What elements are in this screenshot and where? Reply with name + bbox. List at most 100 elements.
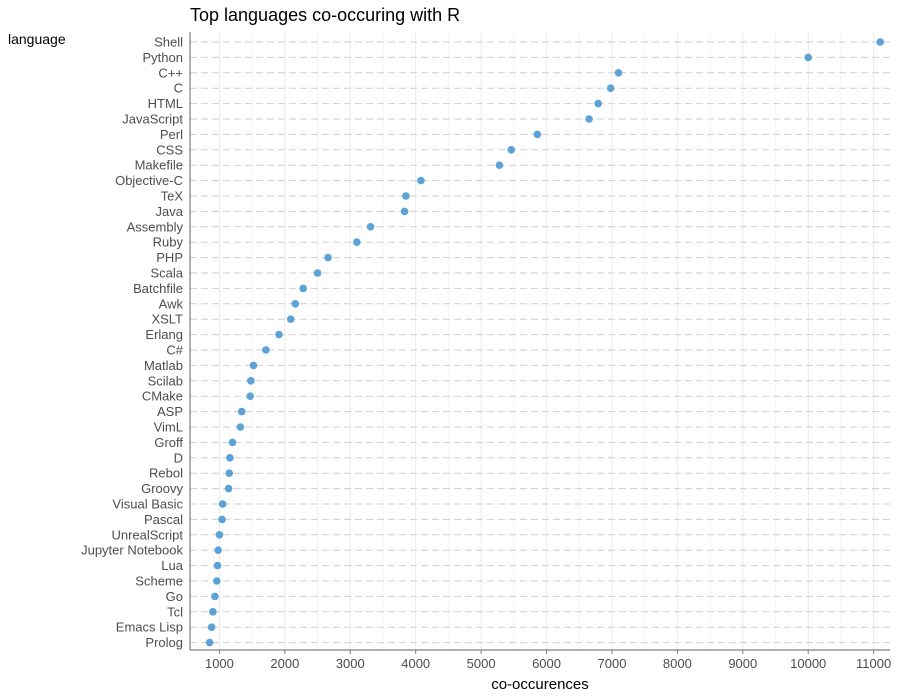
y-tick-label: Visual Basic bbox=[112, 497, 183, 512]
data-point bbox=[286, 315, 295, 324]
y-tick-label: C# bbox=[166, 343, 183, 358]
x-tick-label: 2000 bbox=[270, 656, 299, 671]
y-tick-label: Lua bbox=[161, 558, 183, 573]
x-tick-label: 11000 bbox=[856, 656, 891, 671]
y-tick-label: Rebol bbox=[149, 466, 183, 481]
x-tick-label: 3000 bbox=[336, 656, 365, 671]
data-point bbox=[262, 346, 270, 354]
data-point bbox=[224, 484, 233, 493]
x-tick-label: 6000 bbox=[532, 656, 561, 671]
y-tick-label: Assembly bbox=[127, 219, 184, 234]
y-tick-label: VimL bbox=[154, 420, 183, 435]
data-point bbox=[207, 623, 216, 631]
y-tick-label: Shell bbox=[154, 35, 183, 50]
data-points bbox=[205, 38, 884, 647]
y-tick-label: Scilab bbox=[148, 373, 183, 388]
data-point bbox=[215, 531, 224, 539]
data-point bbox=[291, 300, 300, 308]
chart-title: Top languages co-occuring with R bbox=[190, 5, 460, 25]
data-point bbox=[218, 515, 226, 524]
y-tick-label: Jupyter Notebook bbox=[81, 543, 183, 558]
data-point bbox=[225, 469, 234, 478]
data-point bbox=[299, 284, 307, 293]
x-tick-label: 4000 bbox=[401, 656, 430, 671]
data-point bbox=[249, 361, 258, 370]
data-point bbox=[876, 38, 884, 46]
y-tick-label: Tcl bbox=[167, 604, 183, 619]
data-point bbox=[804, 53, 813, 62]
y-tick-label: Makefile bbox=[135, 158, 183, 173]
y-tick-label: Emacs Lisp bbox=[116, 620, 183, 635]
data-point bbox=[614, 69, 623, 77]
data-point bbox=[209, 608, 217, 616]
data-point bbox=[507, 146, 516, 154]
y-tick-label: UnrealScript bbox=[111, 527, 183, 542]
data-point bbox=[324, 253, 332, 262]
x-tick-label: 7000 bbox=[598, 656, 627, 671]
data-point bbox=[400, 207, 409, 216]
y-tick-label: JavaScript bbox=[122, 112, 183, 127]
data-point bbox=[213, 561, 222, 570]
data-point bbox=[226, 454, 234, 462]
y-tick-label: Objective-C bbox=[115, 173, 183, 188]
y-tick-label: Java bbox=[156, 204, 184, 219]
y-tick-label: CMake bbox=[142, 389, 183, 404]
data-point bbox=[402, 192, 410, 200]
y-tick-label: ASP bbox=[157, 404, 183, 419]
data-point bbox=[236, 423, 245, 431]
y-tick-label: Perl bbox=[160, 127, 183, 142]
y-tick-label: Ruby bbox=[153, 235, 184, 250]
y-tick-label: CSS bbox=[156, 142, 183, 157]
x-tick-label: 9000 bbox=[728, 656, 757, 671]
data-point bbox=[247, 377, 255, 385]
x-tick-label: 10000 bbox=[790, 656, 826, 671]
x-tick-label: 5000 bbox=[467, 656, 496, 671]
x-tick-label: 8000 bbox=[663, 656, 692, 671]
y-tick-label: HTML bbox=[148, 96, 183, 111]
y-tick-label: PHP bbox=[156, 250, 183, 265]
y-tick-label: Prolog bbox=[145, 635, 183, 650]
data-point bbox=[218, 500, 227, 508]
y-tick-label: Scheme bbox=[135, 574, 183, 589]
axis-layer bbox=[189, 32, 890, 651]
data-point bbox=[237, 407, 246, 416]
data-point bbox=[228, 438, 237, 447]
data-point bbox=[594, 99, 603, 108]
data-point bbox=[246, 392, 254, 401]
y-tick-label: Scala bbox=[150, 266, 183, 281]
y-tick-label: Python bbox=[143, 50, 183, 65]
y-tick-label: C bbox=[174, 81, 183, 96]
data-point bbox=[353, 238, 361, 246]
x-tick-labels: 1000 2000 3000 4000 5000 6000 7000 8000 9000 1000… bbox=[205, 650, 891, 671]
y-tick-label: D bbox=[174, 450, 183, 465]
y-tick-label: Awk bbox=[159, 296, 184, 311]
y-tick-label: C++ bbox=[158, 65, 183, 80]
grid-layer bbox=[190, 32, 890, 650]
y-tick-label: Matlab bbox=[144, 358, 183, 373]
data-point bbox=[585, 115, 593, 123]
y-tick-label: Erlang bbox=[145, 327, 183, 342]
data-point bbox=[275, 330, 283, 339]
y-tick-label: Pascal bbox=[144, 512, 183, 527]
y-tick-labels: ShellPythonC++CHTMLJavaScriptPerlCSSMake… bbox=[81, 35, 184, 651]
y-axis-label: language bbox=[8, 31, 66, 47]
data-point bbox=[495, 161, 504, 169]
data-point bbox=[606, 84, 615, 92]
x-tick-label: 1000 bbox=[205, 656, 234, 671]
data-point bbox=[205, 638, 214, 647]
x-axis-label: co-occurences bbox=[491, 676, 589, 693]
y-tick-label: Batchfile bbox=[133, 281, 183, 296]
data-point bbox=[533, 130, 542, 139]
y-tick-label: Go bbox=[166, 589, 183, 604]
data-point bbox=[417, 176, 425, 185]
data-point bbox=[213, 577, 221, 585]
data-point bbox=[313, 269, 322, 277]
data-point bbox=[214, 546, 222, 554]
data-point bbox=[211, 592, 219, 601]
y-tick-label: Groovy bbox=[141, 481, 183, 496]
y-tick-label: Groff bbox=[154, 435, 183, 450]
y-tick-label: XSLT bbox=[151, 312, 183, 327]
data-point bbox=[366, 223, 375, 231]
y-tick-label: TeX bbox=[161, 189, 184, 204]
